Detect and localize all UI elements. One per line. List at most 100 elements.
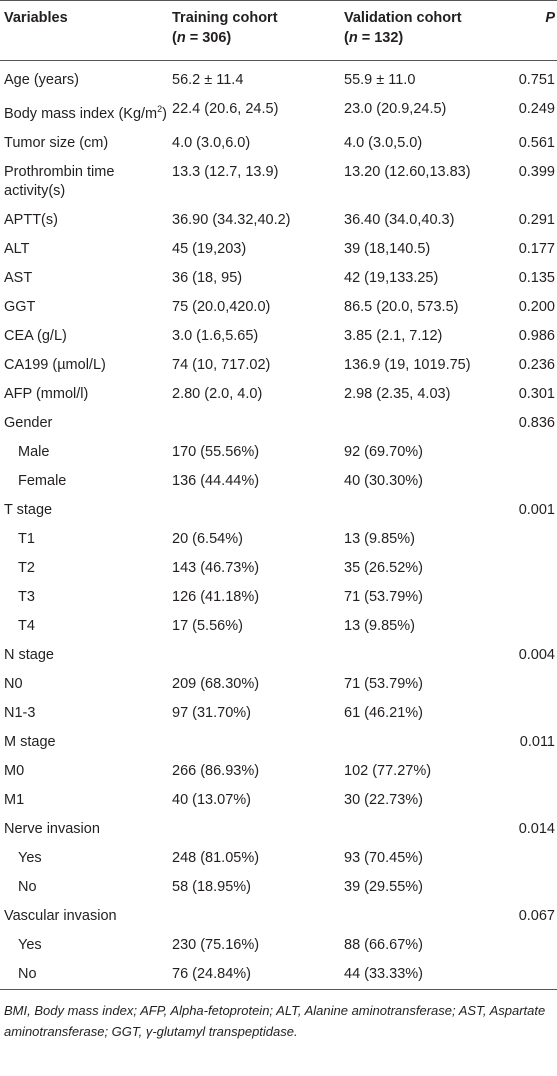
table-row: CEA (g/L) 3.0 (1.6,5.65) 3.85 (2.1, 7.12) 0… [0,322,557,351]
row-label: Female [0,467,168,496]
training-cohort-title: Training cohort [172,10,278,26]
row-label: GGT [0,293,168,322]
row-label-text: No [18,965,37,982]
validation-cohort-value: 61 (46.21%) [344,704,423,721]
training-cohort-value: 36 (18, 95) [172,269,243,286]
p-value: 0.751 [518,72,555,88]
row-label: T2 [0,554,168,583]
row-label: Prothrombin time activity(s) [0,158,168,206]
row-label: Yes [0,931,168,960]
table-row: N0 209 (68.30%) 71 (53.79%) [0,670,557,699]
training-cohort-value: 136 (44.44%) [172,472,260,489]
row-label-text: Body mass index (Kg/m [4,105,158,122]
training-cohort-value [168,902,340,931]
table-row: Yes 248 (81.05%) 93 (70.45%) [0,844,557,873]
training-cohort-value: 58 (18.95%) [172,878,251,895]
table-row: ALT 45 (19,203) 39 (18,140.5) 0.177 [0,235,557,264]
row-label: T3 [0,583,168,612]
row-label-text: Tumor size (cm) [4,134,109,151]
validation-cohort-value: 86.5 (20.0, 573.5) [344,298,459,315]
table-row: Male 170 (55.56%) 92 (69.70%) [0,438,557,467]
training-cohort-value: 20 (6.54%) [172,530,243,547]
row-label-text: T2 [18,559,35,576]
p-value: 0.011 [519,733,555,750]
table-row: N stage 0.004 [0,641,557,670]
p-value: 0.177 [518,240,555,257]
row-label-text: Female [18,472,67,489]
validation-cohort-value [340,641,508,670]
validation-cohort-value: 71 (53.79%) [344,675,423,692]
header-training-cohort: Training cohort (n = 306) [172,10,278,46]
p-value [508,583,557,612]
row-label-text: Vascular invasion [4,907,117,924]
table-row: Prothrombin time activity(s) 13.3 (12.7, … [0,158,557,206]
row-label: M1 [0,786,168,815]
row-label-text: M stage [4,733,56,750]
row-label-text: AST [4,269,33,286]
training-cohort-value: 36.90 (34.32,40.2) [172,211,291,228]
row-label: T stage [0,496,168,525]
row-label-text: ALT [4,240,30,257]
row-label: Nerve invasion [0,815,168,844]
training-cohort-value: 4.0 (3.0,6.0) [172,134,251,151]
validation-cohort-value: 39 (18,140.5) [344,240,431,257]
validation-cohort-value: 102 (77.27%) [344,762,432,779]
training-cohort-value: 76 (24.84%) [172,965,251,982]
training-cohort-value: 126 (41.18%) [172,588,260,605]
training-cohort-value [168,641,340,670]
row-label: No [0,873,168,902]
validation-cohort-value: 36.40 (34.0,40.3) [344,211,455,228]
table-footnote: BMI, Body mass index; AFP, Alpha-fetopro… [4,1002,546,1039]
p-value [508,786,557,815]
training-cohort-value: 45 (19,203) [172,240,247,257]
table-row: APTT(s) 36.90 (34.32,40.2) 36.40 (34.0,40.… [0,206,557,235]
training-cohort-value: 3.0 (1.6,5.65) [172,327,259,344]
p-value: 0.399 [518,163,555,180]
table-row: GGT 75 (20.0,420.0) 86.5 (20.0, 573.5) 0.20… [0,293,557,322]
validation-cohort-value [340,902,508,931]
validation-cohort-value: 35 (26.52%) [344,559,423,576]
row-label: Body mass index (Kg/m2) [0,95,168,129]
training-cohort-value [168,815,340,844]
validation-cohort-value: 23.0 (20.9,24.5) [344,101,447,117]
training-cohort-value: 13.3 (12.7, 13.9) [172,163,279,180]
table-row: T3 126 (41.18%) 71 (53.79%) [0,583,557,612]
row-label-text: Gender [4,414,53,431]
training-cohort-value [168,728,340,757]
p-value: 0.249 [518,101,555,117]
row-label-text: Yes [18,936,42,953]
row-label: Age (years) [0,61,168,96]
validation-cohort-value: 136.9 (19, 1019.75) [344,356,471,373]
p-value: 0.067 [518,907,555,924]
validation-cohort-value: 88 (66.67%) [344,936,423,953]
row-label: N1-3 [0,699,168,728]
training-cohort-value: 230 (75.16%) [172,936,260,953]
validation-cohort-value: 92 (69.70%) [344,443,423,460]
row-label-text: Male [18,443,50,460]
row-label-text: N stage [4,646,54,663]
row-label: M0 [0,757,168,786]
row-label-text: M1 [4,791,25,808]
table-row: AST 36 (18, 95) 42 (19,133.25) 0.135 [0,264,557,293]
training-cohort-value: 56.2 ± 11.4 [172,72,244,88]
table-row: Yes 230 (75.16%) 88 (66.67%) [0,931,557,960]
table-row: T4 17 (5.56%) 13 (9.85%) [0,612,557,641]
validation-cohort-value: 13.20 (12.60,13.83) [344,163,471,180]
training-cohort-value: 17 (5.56%) [172,617,243,634]
validation-cohort-value: 13 (9.85%) [344,617,415,634]
p-value: 0.135 [518,269,555,286]
row-label-text: CEA (g/L) [4,327,67,344]
p-value [508,612,557,641]
row-label-text: Nerve invasion [4,820,100,837]
row-label-text: Prothrombin time activity(s) [4,163,115,199]
p-value: 0.291 [518,211,555,228]
table-row: Body mass index (Kg/m2) 22.4 (20.6, 24.5)… [0,95,557,129]
validation-cohort-title: Validation cohort [344,10,462,26]
table-row: M1 40 (13.07%) 30 (22.73%) [0,786,557,815]
row-label: N stage [0,641,168,670]
row-label-text: N1-3 [4,704,36,721]
header-p-value: P [545,10,555,26]
p-value: 0.200 [518,298,555,315]
row-label-text: AFP (mmol/l) [4,385,89,402]
